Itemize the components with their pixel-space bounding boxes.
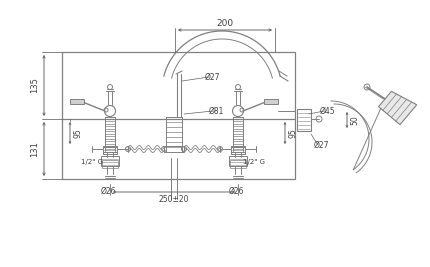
Bar [164,146,184,152]
Bar [229,156,247,166]
Text: 131: 131 [31,141,40,157]
Text: 250±20: 250±20 [159,195,189,205]
Bar [231,146,245,154]
Bar [102,160,118,168]
Text: Ø45: Ø45 [319,107,335,116]
Text: 95: 95 [289,128,298,138]
Text: 95: 95 [74,128,83,138]
Bar [297,109,311,131]
Bar [70,99,84,104]
Text: 50: 50 [350,115,359,125]
Bar [230,160,246,168]
Text: Ø26: Ø26 [228,187,244,195]
Text: Ø81: Ø81 [208,107,224,116]
Text: 135: 135 [31,77,40,93]
Text: 1/2" G: 1/2" G [81,159,103,165]
Text: 200: 200 [216,18,233,28]
Text: Ø27: Ø27 [313,140,329,150]
Text: 1/2" G: 1/2" G [243,159,265,165]
Polygon shape [378,91,417,125]
Bar [101,156,119,166]
Text: Ø26: Ø26 [100,187,116,195]
Bar [231,147,245,152]
Bar [62,52,295,179]
Bar [103,147,117,152]
Bar [264,99,278,104]
Bar [103,146,117,154]
Text: Ø27: Ø27 [204,73,220,81]
